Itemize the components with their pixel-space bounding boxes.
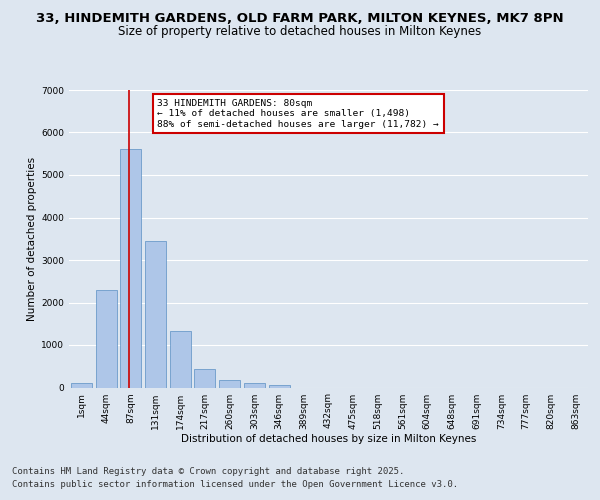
Text: 33, HINDEMITH GARDENS, OLD FARM PARK, MILTON KEYNES, MK7 8PN: 33, HINDEMITH GARDENS, OLD FARM PARK, MI…: [36, 12, 564, 26]
Bar: [145, 241, 166, 388]
Text: Contains public sector information licensed under the Open Government Licence v3: Contains public sector information licen…: [12, 480, 458, 489]
Bar: [170, 331, 191, 388]
Text: Size of property relative to detached houses in Milton Keynes: Size of property relative to detached ho…: [118, 25, 482, 38]
Bar: [194, 369, 215, 388]
Bar: [120, 150, 141, 388]
Bar: [95, 290, 116, 388]
Text: Contains HM Land Registry data © Crown copyright and database right 2025.: Contains HM Land Registry data © Crown c…: [12, 467, 404, 476]
Text: 33 HINDEMITH GARDENS: 80sqm
← 11% of detached houses are smaller (1,498)
88% of : 33 HINDEMITH GARDENS: 80sqm ← 11% of det…: [157, 99, 439, 128]
Bar: [71, 383, 92, 388]
Bar: [219, 380, 240, 388]
Bar: [269, 386, 290, 388]
Bar: [244, 384, 265, 388]
X-axis label: Distribution of detached houses by size in Milton Keynes: Distribution of detached houses by size …: [181, 434, 476, 444]
Y-axis label: Number of detached properties: Number of detached properties: [27, 156, 37, 321]
